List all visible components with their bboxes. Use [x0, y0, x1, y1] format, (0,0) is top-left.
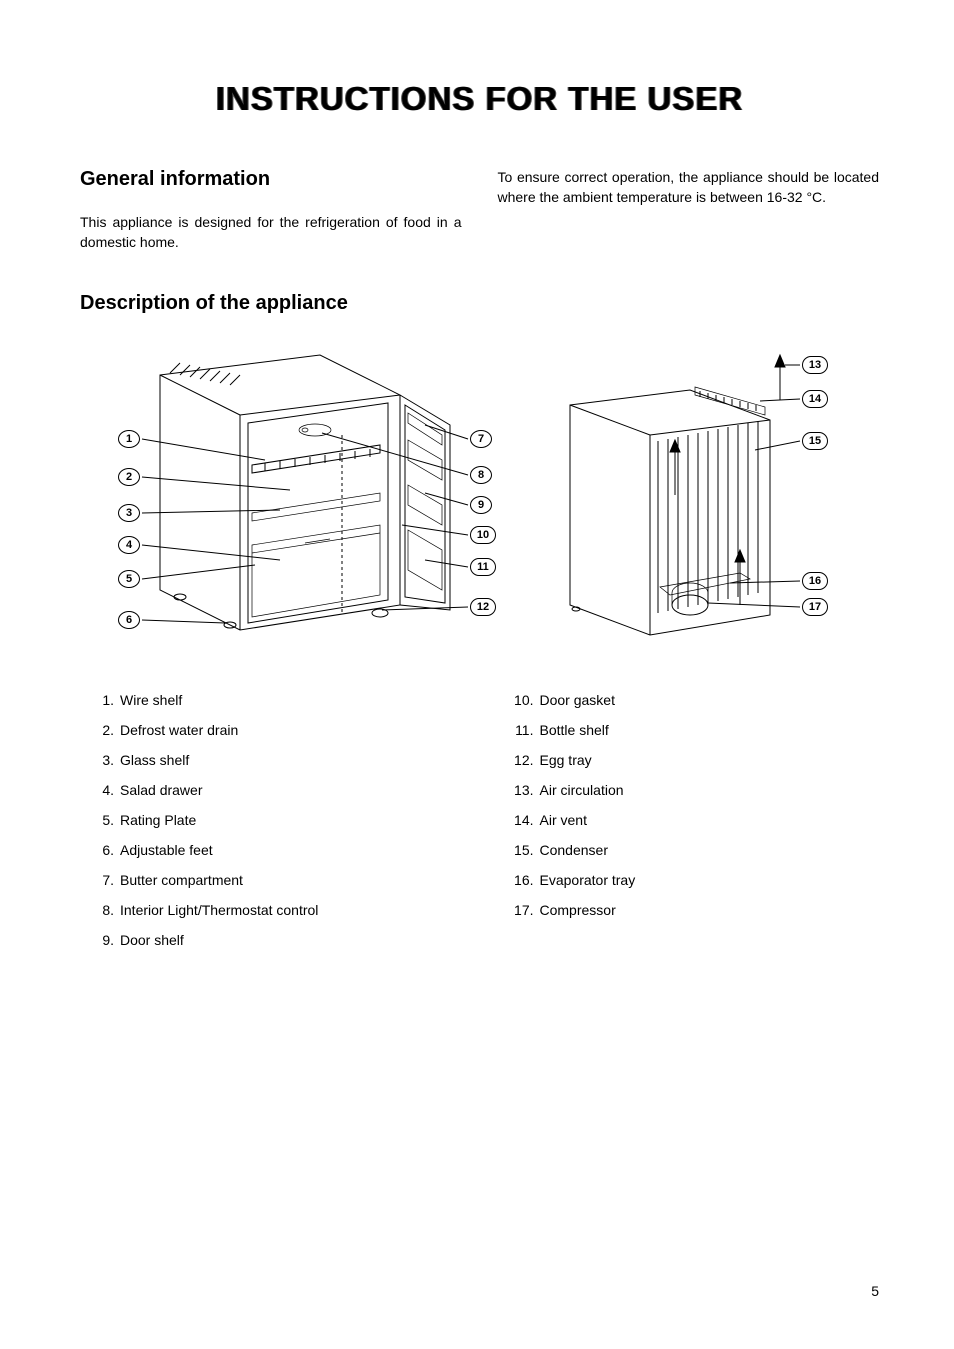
callout-11: 11 — [470, 558, 496, 576]
description-heading: Description of the appliance — [80, 292, 879, 315]
part-item: 11.Bottle shelf — [510, 715, 880, 745]
part-item: 13.Air circulation — [510, 775, 880, 805]
part-item: 1.Wire shelf — [90, 685, 460, 715]
page-number: 5 — [871, 1283, 879, 1299]
part-item: 6.Adjustable feet — [90, 835, 460, 865]
part-item: 5.Rating Plate — [90, 805, 460, 835]
part-item: 12.Egg tray — [510, 745, 880, 775]
callout-15: 15 — [802, 432, 828, 450]
callout-12: 12 — [470, 598, 496, 616]
part-item: 15.Condenser — [510, 835, 880, 865]
part-item: 4.Salad drawer — [90, 775, 460, 805]
fridge-front-diagram: 1 2 3 4 5 6 7 8 9 10 11 12 — [80, 345, 500, 645]
general-info-text-left: This appliance is designed for the refri… — [80, 213, 462, 252]
fridge-back-diagram: 13 14 15 16 17 — [540, 345, 860, 645]
part-item: 10.Door gasket — [510, 685, 880, 715]
part-item: 7.Butter compartment — [90, 865, 460, 895]
callout-14: 14 — [802, 390, 828, 408]
part-item: 8.Interior Light/Thermostat control — [90, 895, 460, 925]
callout-16: 16 — [802, 572, 828, 590]
callout-10: 10 — [470, 526, 496, 544]
part-item: 9.Door shelf — [90, 925, 460, 955]
diagrams-row: 1 2 3 4 5 6 7 8 9 10 11 12 — [80, 345, 879, 645]
part-item: 16.Evaporator tray — [510, 865, 880, 895]
part-item: 3.Glass shelf — [90, 745, 460, 775]
part-item: 17.Compressor — [510, 895, 880, 925]
part-item: 2.Defrost water drain — [90, 715, 460, 745]
general-info-text-right: To ensure correct operation, the applian… — [498, 168, 880, 207]
part-item: 14.Air vent — [510, 805, 880, 835]
general-info-heading: General information — [80, 168, 462, 191]
parts-list: 1.Wire shelf 2.Defrost water drain 3.Gla… — [80, 685, 879, 955]
general-info-block: General information This appliance is de… — [80, 168, 879, 252]
page-title: INSTRUCTIONS FOR THE USER — [80, 80, 879, 118]
callout-17: 17 — [802, 598, 828, 616]
callout-13: 13 — [802, 356, 828, 374]
